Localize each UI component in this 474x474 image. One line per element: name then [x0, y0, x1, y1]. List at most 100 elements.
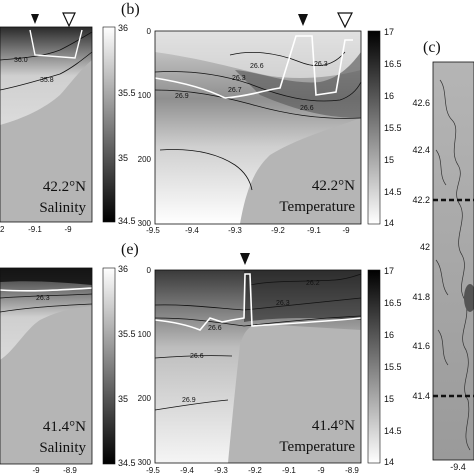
- panel-b-colorbar-tick: 16.5: [384, 59, 402, 69]
- panel-a-variable: Salinity: [39, 200, 86, 216]
- panel-b-y-tick: 0: [147, 27, 152, 36]
- panel-e-land: [228, 324, 361, 463]
- panel-b-colorbar-tick: 16: [384, 91, 394, 101]
- panel-e-contour-label: 26.3: [276, 300, 290, 307]
- panel-e-colorbar: [367, 269, 381, 464]
- panel-e: (e) 26.2 26.3 26.6 26.6 26.9 0 100 200 3…: [121, 241, 402, 474]
- panel-c-dark-feature: [464, 284, 474, 312]
- panel-d-colorbar-tick: 35: [118, 394, 128, 404]
- panel-d-section-line: [0, 287, 93, 292]
- panel-d-frame: [0, 267, 93, 465]
- panel-a-x-tick: -9: [64, 225, 72, 234]
- panel-c-frame: [432, 61, 474, 461]
- panel-e-contour: [249, 273, 362, 286]
- panel-b-surface-shade: [155, 31, 361, 78]
- panel-b-colorbar-tick: 15.5: [384, 123, 402, 133]
- panel-b-contour: [154, 71, 362, 102]
- panel-d-latitude: 41.4°N: [43, 419, 86, 435]
- panel-b-contour-label: 26.3: [232, 75, 246, 82]
- panel-e-colorbar-tick: 15: [384, 394, 394, 404]
- panel-e-contour: [154, 399, 229, 411]
- panel-a-colorbar: [102, 26, 116, 223]
- panel-c-contour: [439, 79, 471, 451]
- panel-e-variable: Temperature: [279, 439, 355, 455]
- panel-b-filled-triangle-marker: [298, 14, 308, 26]
- panel-c-y-tick: 42: [420, 242, 430, 252]
- panel-e-x-tick: -9.2: [248, 466, 262, 474]
- panel-d-surface-shade: [0, 268, 92, 285]
- panel-d-x-tick: -9: [32, 466, 40, 474]
- panel-b-x-tick: -9.2: [271, 226, 285, 235]
- panel-e-label: (e): [121, 241, 139, 258]
- panel-b-contour: [159, 149, 253, 191]
- panel-c-contour: [435, 149, 449, 366]
- panel-d-land: [0, 306, 92, 464]
- panel-b-colorbar: [367, 30, 381, 225]
- panel-b-contour-label: 26.3: [314, 61, 328, 68]
- panel-e-colorbar-tick: 14: [384, 457, 394, 467]
- panel-b-section-line: [224, 35, 353, 99]
- panel-a-land: [0, 60, 92, 222]
- panel-e-colorbar-tick: 14.5: [384, 426, 402, 436]
- panel-e-colorbar-tick: 16.5: [384, 298, 402, 308]
- panel-c-map-bg: [433, 62, 474, 460]
- panel-b-label: (b): [121, 1, 140, 18]
- panel-b-contour: [154, 89, 362, 119]
- panel-b-warm-core: [235, 52, 361, 118]
- panel-d-colorbar: [102, 267, 116, 465]
- panel-e-x-tick: -9.3: [214, 466, 228, 474]
- panel-e-contour-label: 26.6: [190, 353, 204, 360]
- panel-a-contour: [0, 31, 93, 61]
- panel-c-x-tick: -9.4: [450, 462, 466, 472]
- panel-e-colorbar-tick: 15.5: [384, 362, 402, 372]
- panel-e-section-line: [154, 273, 362, 331]
- panel-b-variable: Temperature: [279, 199, 355, 215]
- panel-a-colorbar-tick: 34.5: [118, 216, 136, 226]
- panel-a-colorbar-tick: 35.5: [118, 88, 136, 98]
- panel-b-y-tick: 100: [138, 91, 152, 100]
- panel-c-y-tick: 42.2: [412, 195, 430, 205]
- panel-a-x-tick-partial: 2: [0, 225, 5, 234]
- panel-c-y-tick: 41.6: [412, 341, 430, 351]
- panel-c-y-tick: 41.4: [412, 391, 430, 401]
- panel-b-colorbar-tick: 14: [384, 218, 394, 228]
- panel-e-filled-triangle-marker: [240, 253, 250, 265]
- panel-a: 36.0 35.8 42.2°N Salinity -9.1 -9 2 36 3…: [0, 12, 136, 234]
- panel-d-colorbar-tick: 34.5: [118, 458, 136, 468]
- panel-b-contour-label: 26.7: [228, 87, 242, 94]
- panel-d-contour: [0, 293, 93, 299]
- panel-e-colorbar-tick: 16: [384, 330, 394, 340]
- panel-a-colorbar-tick: 36: [118, 23, 128, 33]
- panel-d-variable: Salinity: [39, 440, 86, 456]
- panel-c-y-tick: 42.4: [412, 145, 430, 155]
- panel-b-frame: [154, 30, 362, 225]
- panel-b-contour-label: 26.6: [250, 63, 264, 70]
- panel-a-colorbar-tick: 35: [118, 153, 128, 163]
- panel-e-colorbar-tick: 17: [384, 266, 394, 276]
- panel-a-contour: [0, 51, 93, 91]
- panel-a-filled-triangle-marker: [31, 14, 39, 24]
- panel-c-label: (c): [423, 39, 441, 56]
- panel-e-frame: [154, 269, 362, 464]
- panel-e-x-tick: -9.5: [146, 466, 160, 474]
- panel-b-x-tick: -9.3: [228, 226, 242, 235]
- panel-b-x-tick: -9.5: [146, 226, 160, 235]
- panel-e-x-tick: -9.1: [282, 466, 296, 474]
- panel-b-open-triangle-marker: [337, 12, 353, 29]
- panel-e-contour-label: 26.2: [306, 280, 320, 287]
- panel-b-x-tick: -9.4: [185, 226, 199, 235]
- panel-b-y-tick: 200: [138, 155, 152, 164]
- panel-e-y-tick: 0: [147, 266, 152, 275]
- panel-d-colorbar-tick: 35.5: [118, 329, 136, 339]
- panel-a-contour-label: 36.0: [14, 57, 28, 64]
- panel-e-x-tick: -8.9: [345, 466, 359, 474]
- panel-a-open-triangle-marker: [62, 12, 76, 28]
- panel-d-contour-label: 26.3: [36, 295, 50, 302]
- panel-b: (b) 26.3 26.6 26.7 26.6 26.9 26.3 0 100 …: [121, 1, 402, 235]
- panel-a-x-tick: -9.1: [28, 225, 42, 234]
- panel-a-frame: [0, 26, 93, 223]
- panel-b-contour-label: 26.6: [300, 105, 314, 112]
- panel-b-colorbar-tick: 17: [384, 27, 394, 37]
- panel-b-colorbar-tick: 15: [384, 155, 394, 165]
- panel-b-contour-label: 26.9: [175, 93, 189, 100]
